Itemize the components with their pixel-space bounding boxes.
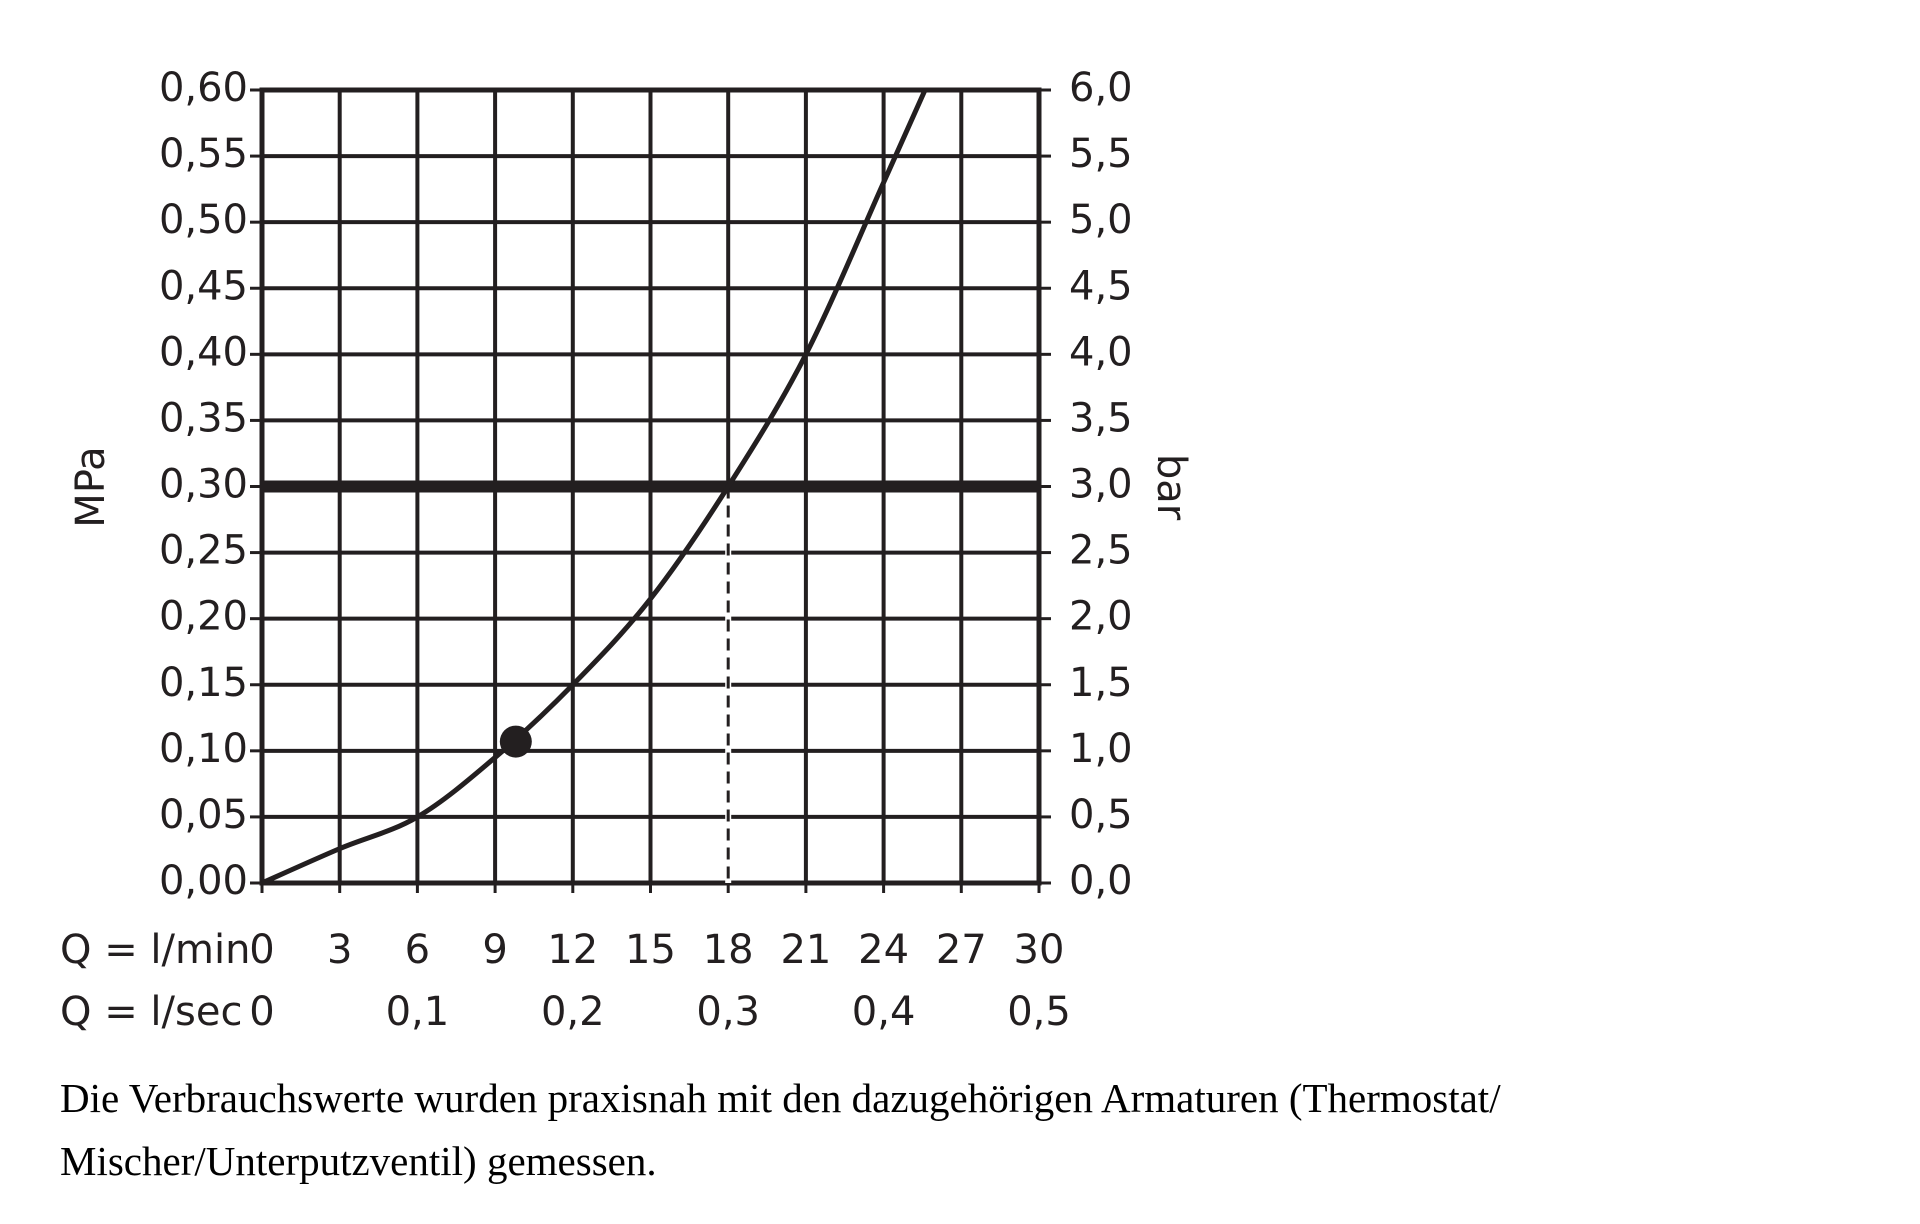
y-tick-label: 0,00 bbox=[159, 858, 248, 904]
y-tick-label: 0,35 bbox=[159, 395, 248, 441]
caption-line: Mischer/Unterputzventil) gemessen. bbox=[60, 1138, 657, 1184]
y2-tick-label: 4,5 bbox=[1069, 263, 1133, 309]
y-tick-label: 0,05 bbox=[159, 792, 248, 838]
y-tick-label: 0,50 bbox=[159, 197, 248, 243]
x-tick-label: 24 bbox=[858, 927, 909, 973]
y2-tick-label: 5,5 bbox=[1069, 131, 1133, 177]
y2-tick-label: 3,0 bbox=[1069, 462, 1133, 508]
x2-tick-label: 0,4 bbox=[852, 989, 916, 1035]
x2-axis-label: Q = l/sec bbox=[60, 989, 242, 1035]
y2-tick-label: 2,0 bbox=[1069, 594, 1133, 640]
x-tick-label: 21 bbox=[780, 927, 831, 973]
y2-tick-label: 6,0 bbox=[1069, 65, 1133, 111]
y-tick-label: 0,60 bbox=[159, 65, 248, 111]
y-tick-label: 0,55 bbox=[159, 131, 248, 177]
y-tick-label: 0,15 bbox=[159, 660, 248, 706]
y2-tick-label: 3,5 bbox=[1069, 395, 1133, 441]
x2-tick-label: 0,1 bbox=[386, 989, 450, 1035]
y2-tick-label: 4,0 bbox=[1069, 329, 1133, 375]
y-tick-label: 0,45 bbox=[159, 263, 248, 309]
y-tick-label: 0,10 bbox=[159, 726, 248, 772]
x2-tick-label: 0,2 bbox=[541, 989, 605, 1035]
x-tick-label: 18 bbox=[703, 927, 754, 973]
y2-tick-label: 0,0 bbox=[1069, 858, 1133, 904]
x2-tick-label: 0,3 bbox=[696, 989, 760, 1035]
x2-tick-label: 0 bbox=[249, 989, 274, 1035]
x-tick-label: 30 bbox=[1014, 927, 1065, 973]
y2-tick-label: 1,5 bbox=[1069, 660, 1133, 706]
x-tick-label: 9 bbox=[482, 927, 507, 973]
y-tick-label: 0,20 bbox=[159, 594, 248, 640]
y2-axis-label: bar bbox=[1148, 454, 1194, 521]
x-tick-label: 27 bbox=[936, 927, 987, 973]
y-tick-label: 0,25 bbox=[159, 528, 248, 574]
y2-tick-label: 2,5 bbox=[1069, 528, 1133, 574]
x-tick-label: 6 bbox=[405, 927, 430, 973]
x-tick-label: 12 bbox=[547, 927, 598, 973]
y-axis-label: MPa bbox=[68, 446, 114, 527]
y2-tick-label: 0,5 bbox=[1069, 792, 1133, 838]
x-tick-label: 0 bbox=[249, 927, 274, 973]
x-tick-label: 15 bbox=[625, 927, 676, 973]
caption-line: Die Verbrauchswerte wurden praxisnah mit… bbox=[60, 1075, 1501, 1121]
x-tick-label: 3 bbox=[327, 927, 352, 973]
marker bbox=[499, 725, 532, 758]
y-tick-label: 0,30 bbox=[159, 462, 248, 508]
y-tick-label: 0,40 bbox=[159, 329, 248, 375]
y2-tick-label: 5,0 bbox=[1069, 197, 1133, 243]
x-axis-label: Q = l/min bbox=[60, 927, 250, 973]
x2-tick-label: 0,5 bbox=[1007, 989, 1071, 1035]
curve bbox=[260, 88, 928, 886]
y2-tick-label: 1,0 bbox=[1069, 726, 1133, 772]
